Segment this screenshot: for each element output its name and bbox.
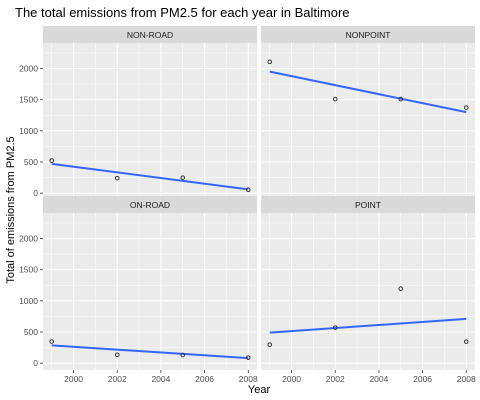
facet-strip [43, 196, 257, 213]
x-tick-label: 2000 [282, 374, 301, 384]
x-tick-label: 2000 [64, 374, 83, 384]
data-point [398, 286, 404, 291]
facet-strip [261, 196, 475, 213]
x-tick-label: 2008 [457, 374, 476, 384]
y-tick-label: 2000 [19, 234, 38, 244]
data-point [267, 342, 273, 347]
facet-strip-label: POINT [355, 200, 381, 210]
facet-on-road: ON-ROAD 0 500 1000 1500 2000 2000 2002 2004 2006 2… [19, 196, 258, 384]
x-tick-label: 2002 [108, 374, 127, 384]
data-point [267, 59, 273, 65]
data-point [114, 352, 120, 358]
y-tick-label: 1500 [19, 265, 38, 275]
facet-point: POINT 2000 2002 2004 2006 2008 [261, 196, 476, 384]
y-axis-title: Total of emissions from PM2.5 [5, 136, 17, 283]
x-tick-label: 2002 [326, 374, 345, 384]
facet-strip-label: NONPOINT [346, 30, 391, 40]
facet-panels: NON-ROAD 0 500 1000 1500 2000 NONPOINT ON-ROAD 0… [19, 26, 476, 384]
data-point [49, 158, 55, 163]
data-point [180, 352, 186, 358]
data-point [463, 105, 469, 110]
facet-strip-label: NON-ROAD [127, 30, 173, 40]
facet-strip-label: ON-ROAD [130, 200, 170, 210]
facet-panel-bg [43, 213, 257, 370]
facet-non-road: NON-ROAD 0 500 1000 1500 2000 [19, 26, 257, 200]
facet-strip [261, 26, 475, 43]
data-point [463, 339, 469, 344]
data-point [332, 325, 338, 330]
x-tick-label: 2008 [239, 374, 258, 384]
data-point [245, 355, 251, 360]
x-tick-label: 2004 [151, 374, 170, 384]
data-point [245, 187, 251, 193]
y-tick-label: 2000 [19, 64, 38, 74]
trend-line [51, 162, 249, 191]
x-axis-title: Year [248, 384, 271, 396]
x-tick-label: 2004 [369, 374, 388, 384]
y-tick-label: 500 [24, 327, 38, 337]
x-tick-label: 2006 [195, 374, 214, 384]
data-point [332, 96, 338, 102]
chart-title: The total emissions from PM2.5 for each … [15, 5, 350, 20]
data-point [398, 96, 404, 102]
facet-panel-bg [43, 43, 257, 200]
trend-line [269, 70, 467, 114]
y-tick-label: 0 [33, 188, 38, 198]
facet-panel-bg [261, 213, 475, 370]
y-tick-label: 1000 [19, 296, 38, 306]
trend-line [51, 344, 249, 360]
facet-strip [43, 26, 257, 43]
data-point [180, 175, 186, 180]
y-tick-label: 1500 [19, 95, 38, 105]
facet-nonpoint: NONPOINT [261, 26, 475, 200]
facet-panel-bg [261, 43, 475, 200]
y-tick-label: 1000 [19, 126, 38, 136]
data-point [49, 339, 55, 344]
y-tick-label: 500 [24, 157, 38, 167]
data-point [114, 175, 120, 181]
trend-line [269, 317, 467, 334]
x-tick-label: 2006 [413, 374, 432, 384]
y-tick-label: 0 [33, 358, 38, 368]
